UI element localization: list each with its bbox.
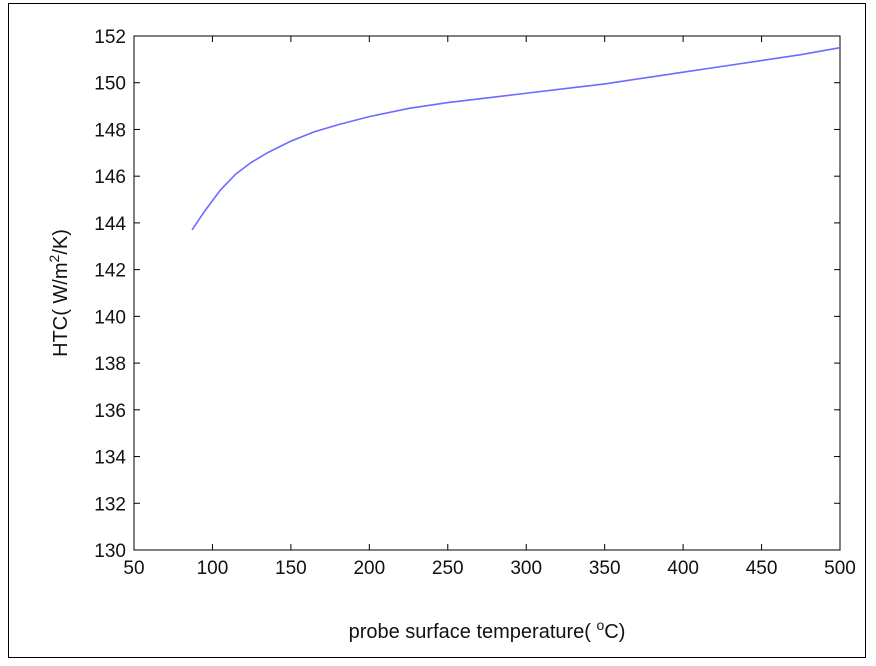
y-tick-label: 140 <box>94 307 126 328</box>
x-axis-title: probe surface temperature( oC) <box>349 617 626 643</box>
x-tick-label: 450 <box>746 558 778 579</box>
htc-series-line <box>191 46 841 231</box>
x-axis-ticks: 50 100 150 200 250 300 350 400 450 500 <box>123 36 856 579</box>
y-tick-label: 132 <box>94 494 126 515</box>
x-tick-label: 500 <box>824 558 856 579</box>
y-tick-label: 146 <box>94 167 126 188</box>
x-tick-label: 350 <box>589 558 621 579</box>
y-tick-label: 136 <box>94 401 126 422</box>
y-tick-label: 152 <box>94 27 126 48</box>
x-tick-label: 50 <box>123 558 144 579</box>
y-tick-label: 130 <box>94 541 126 562</box>
y-axis-title: HTC( W/m2/K) <box>46 229 72 357</box>
x-tick-label: 400 <box>667 558 699 579</box>
x-tick-label: 100 <box>197 558 229 579</box>
x-tick-label: 200 <box>353 558 385 579</box>
y-tick-label: 150 <box>94 74 126 95</box>
plot-area <box>133 35 841 551</box>
y-tick-label: 138 <box>94 354 126 375</box>
y-tick-label: 134 <box>94 448 126 469</box>
y-axis-ticks: 130 132 134 136 138 140 142 144 146 148 150 152 <box>94 27 840 562</box>
y-tick-label: 142 <box>94 261 126 282</box>
y-tick-label: 144 <box>94 214 126 235</box>
y-tick-label: 148 <box>94 120 126 141</box>
x-tick-label: 250 <box>432 558 464 579</box>
x-tick-label: 300 <box>510 558 542 579</box>
x-tick-label: 150 <box>275 558 307 579</box>
